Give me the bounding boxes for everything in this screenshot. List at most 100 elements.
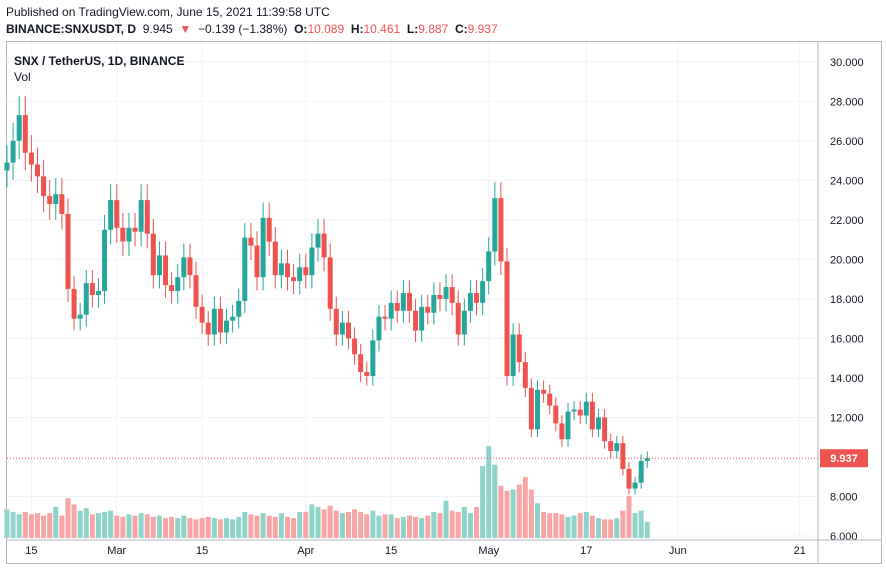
- symbol-label: BINANCE:SNXUSDT, D: [6, 22, 137, 36]
- candle-body: [614, 443, 620, 452]
- volume-bar: [413, 516, 419, 538]
- candle-body: [559, 423, 565, 440]
- candle-body: [211, 308, 217, 335]
- candle-body: [455, 302, 461, 335]
- volume-bar: [559, 514, 565, 538]
- volume-bar: [248, 514, 254, 538]
- candle-body: [272, 241, 278, 276]
- volume-bar: [89, 514, 95, 538]
- volume-bar: [406, 515, 412, 538]
- price-axis-label: 28.000: [830, 96, 864, 108]
- price-axis-label: 12.000: [830, 412, 864, 424]
- volume-bar: [156, 515, 162, 538]
- volume-bar: [541, 511, 547, 538]
- volume-bar: [419, 518, 425, 538]
- open-value: 10.089: [307, 22, 345, 36]
- volume-bar: [291, 518, 297, 538]
- volume-bar: [608, 519, 614, 538]
- candle-body: [626, 468, 632, 489]
- volume-bar: [632, 513, 638, 538]
- candle-body: [47, 196, 53, 205]
- candle-body: [638, 460, 644, 483]
- candle-body: [620, 443, 626, 469]
- volume-bar: [108, 510, 114, 538]
- volume-bar: [626, 495, 632, 538]
- candle-body: [553, 405, 559, 424]
- time-axis-label: 15: [25, 545, 37, 557]
- candle-body: [321, 233, 327, 258]
- candle-body: [315, 233, 321, 248]
- candle-body: [608, 441, 614, 452]
- candle-body: [644, 458, 650, 461]
- time-axis-label: 21: [794, 545, 806, 557]
- volume-bar: [595, 518, 601, 538]
- volume-bar: [169, 516, 175, 538]
- candle-body: [425, 306, 431, 313]
- candle-body: [571, 409, 577, 412]
- volume-bar: [114, 515, 120, 538]
- volume-bar: [516, 484, 522, 538]
- last-price-tag-label: 9.937: [830, 453, 858, 465]
- legend-title: SNX / TetherUS, 1D, BINANCE: [14, 54, 185, 68]
- candle-body: [77, 314, 83, 319]
- candle-body: [480, 281, 486, 303]
- volume-bar: [577, 513, 583, 538]
- volume-bar: [163, 518, 169, 538]
- volume-bar: [132, 515, 138, 538]
- volume-bar: [278, 513, 284, 538]
- candle-body: [443, 287, 449, 299]
- candle-body: [565, 411, 571, 440]
- volume-bar: [602, 519, 608, 538]
- volume-bar: [437, 513, 443, 538]
- candle-body: [163, 255, 169, 286]
- volume-bar: [303, 511, 309, 538]
- time-axis-label: Mar: [107, 545, 126, 557]
- price-axis-label: 20.000: [830, 254, 864, 266]
- high-label: H:: [350, 22, 364, 36]
- candle-body: [358, 354, 364, 373]
- candle-body: [108, 200, 114, 230]
- candle-body: [71, 289, 77, 319]
- volume-bar: [327, 505, 333, 538]
- price-axis-label: 24.000: [830, 175, 864, 187]
- volume-bar: [443, 500, 449, 538]
- candle-body: [4, 162, 10, 171]
- price-axis-label: 26.000: [830, 136, 864, 148]
- volume-bar: [547, 513, 553, 538]
- volume-bar: [571, 515, 577, 538]
- volume-bar: [83, 508, 89, 538]
- candle-body: [595, 417, 601, 430]
- volume-bar: [553, 513, 559, 538]
- open-label: O:: [294, 22, 308, 36]
- candle-body: [144, 200, 150, 234]
- candle-body: [254, 245, 260, 278]
- candle-body: [150, 233, 156, 276]
- volume-bar: [217, 519, 223, 538]
- volume-bar: [492, 464, 498, 538]
- candle-body: [126, 227, 132, 242]
- candle-body: [205, 322, 211, 335]
- candle-body: [589, 401, 595, 430]
- candle-body: [156, 255, 162, 276]
- chart-header: Published on TradingView.com, June 15, 2…: [6, 4, 498, 38]
- volume-bar: [41, 515, 47, 538]
- volume-bar: [28, 514, 34, 538]
- candle-body: [59, 194, 65, 214]
- candle-body: [242, 237, 248, 301]
- volume-bar: [230, 519, 236, 538]
- volume-bar: [394, 518, 400, 538]
- volume-bar: [4, 509, 10, 538]
- volume-bar: [388, 514, 394, 538]
- candle-body: [10, 140, 16, 163]
- candle-body: [120, 227, 126, 242]
- candle-body: [16, 115, 22, 141]
- candle-body: [388, 302, 394, 319]
- volume-bar: [297, 511, 303, 538]
- candle-body: [132, 227, 138, 232]
- candle-body: [248, 237, 254, 246]
- candle-body: [431, 294, 437, 313]
- last-price-tag: [820, 449, 868, 468]
- low-label: L:: [406, 22, 419, 36]
- candle-body: [547, 393, 553, 406]
